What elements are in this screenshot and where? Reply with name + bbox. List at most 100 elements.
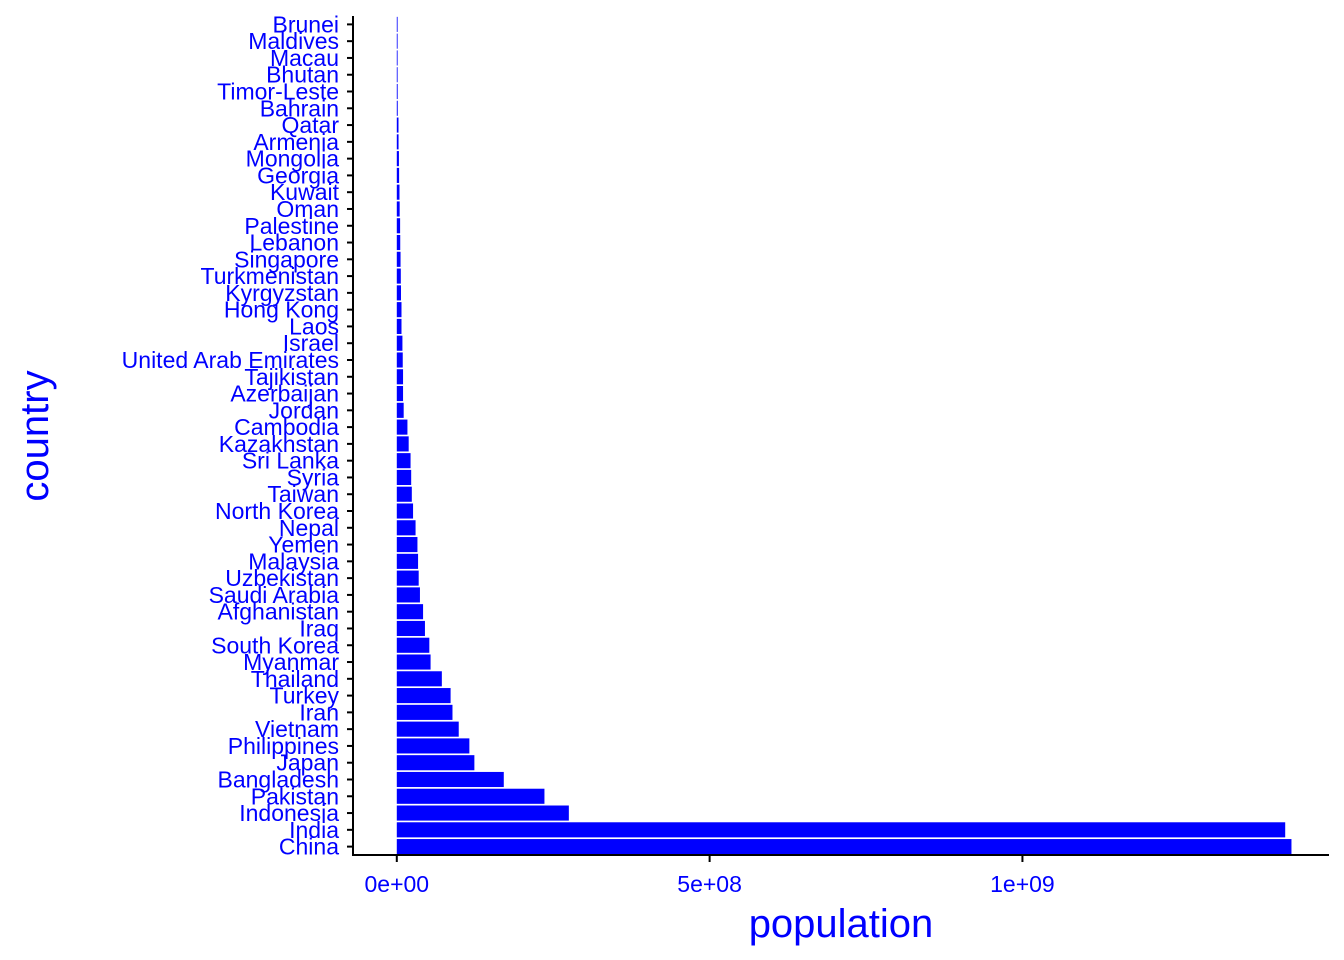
y-tick-label: Saudi Arabia — [209, 582, 340, 608]
bar-oman — [396, 201, 400, 217]
x-axis-title: population — [749, 902, 934, 946]
bar-turkmenistan — [396, 268, 401, 284]
bar-macau — [396, 50, 398, 66]
bar-mongolia — [396, 151, 399, 167]
y-tick-label: Taiwan — [267, 481, 339, 507]
bar-singapore — [396, 251, 401, 267]
bar-north-korea — [396, 503, 414, 519]
bar-philippines — [396, 738, 470, 754]
y-tick-label: Japan — [276, 750, 339, 776]
y-tick-label: United Arab Emirates — [122, 347, 339, 373]
bars-group — [396, 16, 1292, 855]
bar-timor-leste — [396, 83, 398, 100]
bar-vietnam — [396, 721, 459, 737]
bar-uzbekistan — [396, 570, 419, 586]
y-tick-label: China — [279, 834, 339, 860]
bar-malaysia — [396, 553, 419, 569]
y-tick-label: Qatar — [281, 112, 339, 138]
y-tick-label: Tajikistan — [244, 364, 339, 390]
bar-japan — [396, 755, 475, 771]
bar-lebanon — [396, 234, 401, 251]
y-tick-label: Syria — [287, 464, 340, 490]
y-tick-label: India — [289, 817, 339, 843]
bar-brunei — [396, 16, 398, 32]
y-tick-label: Brunei — [273, 11, 339, 37]
y-tick-label: South Korea — [211, 632, 339, 658]
y-tick-label: Malaysia — [248, 548, 339, 574]
bar-saudi-arabia — [396, 587, 420, 603]
bar-israel — [396, 335, 403, 351]
bar-afghanistan — [396, 604, 424, 620]
y-tick-label: Hong Kong — [224, 297, 339, 323]
y-tick-label: Oman — [276, 196, 339, 222]
y-tick-label: Armenia — [253, 129, 339, 155]
y-tick-label: Macau — [270, 45, 339, 71]
x-tick-label: 0e+00 — [364, 871, 429, 897]
bar-nepal — [396, 520, 416, 536]
y-tick-label: Azerbaijan — [230, 381, 339, 407]
bar-myanmar — [396, 654, 431, 670]
bar-syria — [396, 469, 412, 486]
y-tick-label: Timor-Leste — [217, 79, 339, 105]
bar-sri-lanka — [396, 453, 411, 469]
bar-cambodia — [396, 419, 408, 435]
bar-hong-kong — [396, 302, 402, 318]
y-tick-label: Singapore — [234, 246, 339, 272]
y-tick-label: Bahrain — [260, 95, 339, 121]
y-tick-label: Bhutan — [266, 62, 339, 88]
y-tick-label: Vietnam — [255, 716, 339, 742]
y-axis-ticks: ChinaIndiaIndonesiaPakistanBangladeshJap… — [122, 11, 353, 860]
y-axis-title: country — [13, 370, 57, 501]
y-tick-label: Afghanistan — [218, 599, 339, 625]
y-tick-label: Kuwait — [270, 179, 340, 205]
bar-taiwan — [396, 486, 412, 502]
bar-kuwait — [396, 184, 400, 200]
bar-yemen — [396, 537, 418, 553]
y-tick-label: Sri Lanka — [242, 448, 339, 474]
y-tick-label: Pakistan — [251, 783, 339, 809]
x-axis-ticks: 0e+00 5e+08 1e+09 — [364, 855, 1055, 897]
y-tick-label: Lebanon — [249, 230, 339, 256]
y-tick-label: Myanmar — [243, 649, 339, 675]
y-tick-label: Georgia — [257, 162, 339, 188]
y-tick-label: Mongolia — [246, 146, 340, 172]
bar-azerbaijan — [396, 385, 404, 402]
y-tick-label: North Korea — [215, 498, 339, 524]
bar-iraq — [396, 620, 425, 637]
bar-china — [396, 839, 1292, 855]
y-tick-label: Laos — [289, 313, 339, 339]
y-tick-label: Israel — [283, 330, 339, 356]
bar-iran — [396, 704, 453, 720]
y-tick-label: Jordan — [269, 397, 339, 423]
bar-tajikistan — [396, 369, 404, 385]
bar-pakistan — [396, 788, 545, 804]
bar-south-korea — [396, 637, 430, 653]
bar-bahrain — [396, 100, 398, 116]
y-tick-label: Palestine — [244, 213, 339, 239]
y-tick-label: Thailand — [251, 666, 339, 692]
y-tick-label: Philippines — [228, 733, 339, 759]
y-tick-label: Turkmenistan — [201, 263, 339, 289]
y-tick-label: Kyrgyzstan — [225, 280, 339, 306]
bar-kazakhstan — [396, 436, 409, 452]
bar-armenia — [396, 134, 399, 150]
bar-laos — [396, 318, 402, 334]
bar-turkey — [396, 688, 451, 704]
bar-kyrgyzstan — [396, 285, 401, 301]
y-tick-label: Nepal — [279, 515, 339, 541]
y-tick-label: Indonesia — [239, 800, 339, 826]
bar-bhutan — [396, 67, 398, 83]
y-tick-label: Cambodia — [234, 414, 339, 440]
bar-india — [396, 822, 1286, 838]
y-tick-label: Yemen — [268, 532, 339, 558]
y-tick-label: Iraq — [299, 615, 339, 641]
y-tick-label: Bangladesh — [218, 766, 340, 792]
y-tick-label: Turkey — [270, 683, 340, 709]
y-tick-label: Maldives — [248, 28, 339, 54]
bar-georgia — [396, 167, 400, 183]
y-tick-label: Uzbekistan — [225, 565, 339, 591]
x-tick-label: 1e+09 — [990, 871, 1055, 897]
y-tick-label: Kazakhstan — [219, 431, 339, 457]
bar-qatar — [396, 117, 399, 133]
